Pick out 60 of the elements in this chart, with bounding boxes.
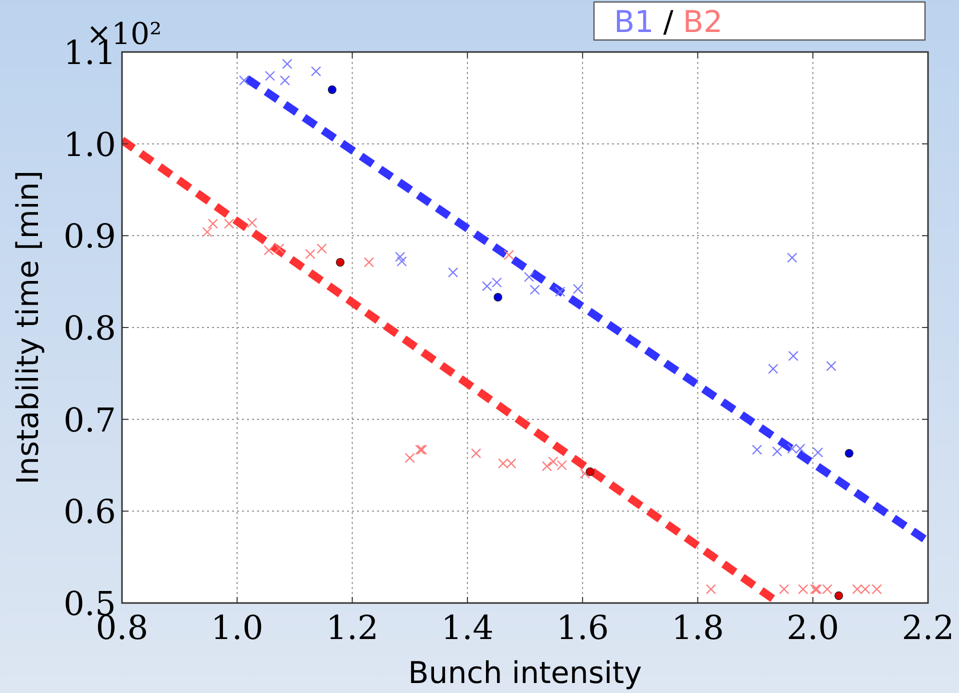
point xyxy=(788,350,798,362)
point xyxy=(280,75,290,86)
x-tick-label: 1.4 xyxy=(441,608,494,647)
y-tick-label: 0.8 xyxy=(64,308,116,348)
point xyxy=(812,447,824,458)
point xyxy=(504,250,514,260)
point xyxy=(316,243,327,254)
point xyxy=(310,66,322,76)
point xyxy=(364,257,374,268)
x-tick-label: 1.8 xyxy=(671,608,724,647)
x-tick-label: 1.0 xyxy=(210,608,264,647)
point xyxy=(482,281,492,292)
point xyxy=(778,584,790,594)
point xyxy=(238,75,250,86)
x-tick-label: 2.2 xyxy=(902,608,954,647)
point xyxy=(492,277,502,288)
point xyxy=(844,449,854,458)
point xyxy=(247,218,258,228)
point xyxy=(706,584,716,594)
point xyxy=(470,448,482,458)
x-tick-label: 1.6 xyxy=(556,608,609,647)
point xyxy=(394,252,406,262)
point xyxy=(586,467,594,476)
point xyxy=(556,460,567,470)
point xyxy=(494,292,502,302)
y-tick-label: 0.6 xyxy=(64,492,116,532)
point xyxy=(404,452,415,464)
point xyxy=(834,591,844,600)
point xyxy=(202,226,212,238)
point xyxy=(768,364,778,374)
point xyxy=(752,444,762,455)
point xyxy=(336,258,344,267)
y-axis-title: Instability time [min] xyxy=(11,170,46,485)
point xyxy=(328,85,336,94)
point xyxy=(787,252,798,263)
y-tick-label: 0.9 xyxy=(64,216,116,256)
point xyxy=(772,446,782,457)
point xyxy=(548,456,558,467)
x-tick-label: 1.2 xyxy=(326,608,379,647)
point xyxy=(524,272,534,282)
point xyxy=(396,256,407,266)
y-tick-label: 1.0 xyxy=(64,124,116,164)
text: B1 xyxy=(614,5,654,40)
point xyxy=(555,286,566,297)
point xyxy=(208,218,218,229)
point xyxy=(305,248,316,260)
point xyxy=(572,284,584,294)
text: B2 xyxy=(682,5,723,40)
point xyxy=(580,468,590,479)
point xyxy=(264,70,276,81)
text: / xyxy=(654,5,683,40)
x-axis-title: Bunch intensity xyxy=(408,656,642,691)
y-tick-label: 0.7 xyxy=(64,400,116,440)
x-tick-label: 2.0 xyxy=(786,608,840,647)
point xyxy=(224,218,234,229)
point xyxy=(542,461,552,472)
point xyxy=(826,360,836,372)
point xyxy=(282,58,292,70)
point xyxy=(530,284,540,295)
point xyxy=(448,267,458,278)
